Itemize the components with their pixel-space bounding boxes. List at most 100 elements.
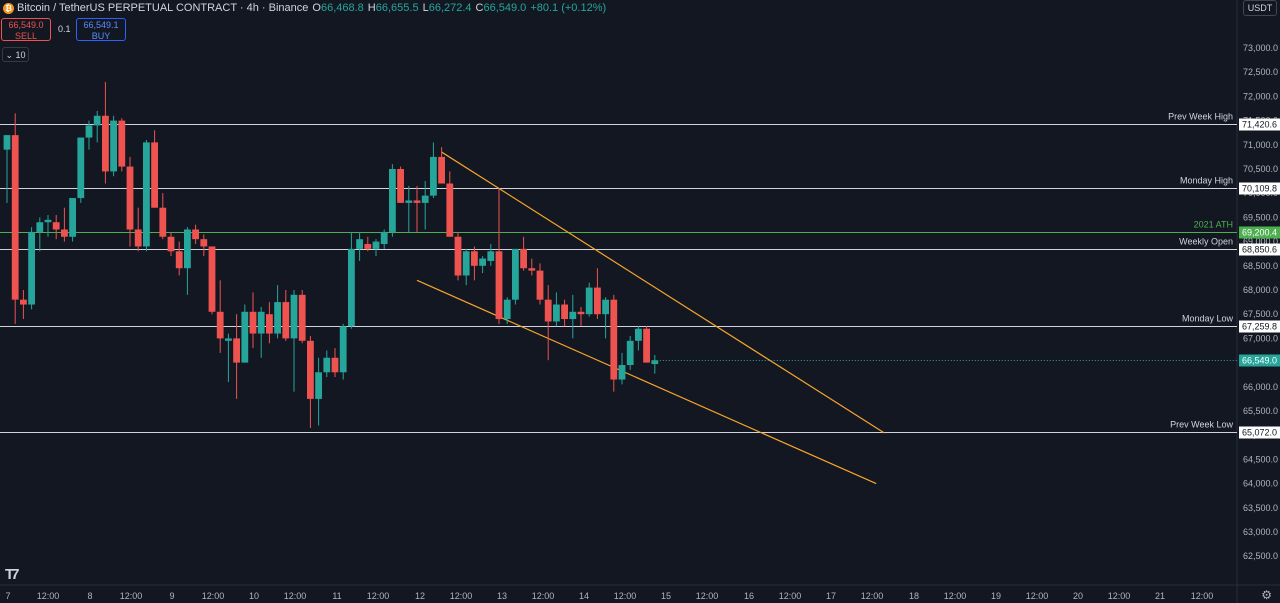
high-label: H	[367, 2, 376, 14]
candle-body	[479, 258, 486, 266]
candle-body	[348, 248, 355, 327]
time-axis-label: 12:00	[696, 591, 719, 601]
candle-body	[544, 299, 552, 322]
price-axis-label: 68,500.0	[1243, 261, 1278, 271]
time-axis-label: 19	[991, 591, 1001, 601]
price-axis-label: 71,000.0	[1243, 140, 1278, 150]
settings-gear-icon[interactable]: ⚙	[1261, 588, 1272, 602]
candle-body	[339, 326, 347, 373]
candle-body	[405, 200, 413, 203]
trendline[interactable]	[416, 279, 877, 485]
price-axis-label: 63,500.0	[1243, 503, 1278, 513]
price-axis-label: 72,000.0	[1243, 91, 1278, 101]
time-axis-label: 14	[579, 591, 589, 601]
time-axis-label: 11	[332, 591, 341, 601]
candle-body	[118, 120, 126, 167]
candle-body	[446, 183, 454, 237]
candle-body	[454, 236, 462, 276]
low-label: L	[422, 2, 429, 14]
time-axis-label: 12:00	[37, 591, 60, 601]
time-axis-label: 12:00	[532, 591, 555, 601]
open-value: 66,468.8	[320, 2, 364, 14]
price-axis-label: 69,500.0	[1243, 212, 1278, 222]
level-price-tag-text: 68,850.6	[1242, 245, 1277, 255]
candle-body	[536, 270, 544, 300]
time-axis-label: 12:00	[1191, 591, 1214, 601]
candle-body	[266, 314, 273, 334]
sell-button[interactable]: 66,549.0 SELL	[1, 18, 51, 41]
candle-body	[93, 115, 101, 126]
level-price-tag	[1239, 118, 1280, 131]
candle-body	[298, 294, 306, 341]
level-label: Monday Low	[1182, 314, 1234, 324]
level-label: 2021 ATH	[1194, 220, 1233, 230]
time-axis-label: 15	[661, 591, 671, 601]
change-value: +80.1 (+0.12%)	[530, 2, 607, 14]
price-axis-label: 70,500.0	[1243, 164, 1278, 174]
price-axis-label: 66,000.0	[1243, 382, 1278, 392]
candle-body	[233, 338, 240, 363]
candle-body	[241, 311, 249, 363]
candle-body	[3, 135, 11, 150]
time-axis-label: 12	[415, 591, 425, 601]
bitcoin-icon: ₿	[3, 2, 14, 14]
price-axis-label: 63,000.0	[1243, 527, 1278, 537]
buy-button[interactable]: 66,549.1 BUY	[76, 18, 126, 41]
candle-body	[151, 142, 158, 208]
indicator-count: 10	[15, 50, 26, 60]
candle-body	[380, 231, 388, 245]
candle-body	[438, 156, 445, 184]
trendline[interactable]	[441, 151, 885, 434]
candle-body	[11, 135, 19, 300]
candle-body	[77, 137, 85, 199]
current-price-tag-text: 66,549.0	[1242, 356, 1277, 366]
currency-button[interactable]: USDT	[1243, 0, 1277, 16]
price-axis-label: 62,500.0	[1243, 551, 1278, 561]
price-axis-label: 72,500.0	[1243, 67, 1278, 77]
candle-body	[36, 222, 44, 232]
candle-body	[364, 244, 372, 249]
candle-body	[225, 338, 232, 341]
candle-body	[307, 340, 314, 399]
candle-body	[208, 246, 216, 312]
sell-label: SELL	[14, 31, 38, 41]
candle-body	[487, 251, 495, 261]
time-axis-label: 12:00	[367, 591, 390, 601]
time-axis-label: 8	[87, 591, 92, 601]
candle-body	[528, 268, 536, 271]
candle-body	[503, 299, 511, 320]
candle-body	[274, 302, 281, 334]
level-price-tag	[1239, 182, 1280, 195]
candle-body	[143, 142, 150, 247]
level-price-tag	[1239, 426, 1280, 439]
level-price-tag	[1239, 226, 1280, 239]
candle-body	[585, 287, 593, 315]
level-label: Monday High	[1180, 176, 1233, 186]
price-axis-label: 68,000.0	[1243, 285, 1278, 295]
candle-body	[389, 169, 396, 232]
indicator-toggle[interactable]: ⌄ 10	[2, 47, 29, 62]
symbol-title[interactable]: Bitcoin / TetherUS PERPETUAL CONTRACT · …	[17, 2, 309, 14]
time-axis-label: 12:00	[1026, 591, 1049, 601]
candle-body	[512, 248, 519, 300]
candle-body	[561, 304, 568, 320]
price-axis-label: 64,000.0	[1243, 479, 1278, 489]
candle-body	[159, 207, 167, 237]
candle-body	[323, 357, 331, 373]
candle-body	[520, 248, 527, 269]
close-value: 66,549.0	[483, 2, 527, 14]
high-value: 66,655.5	[375, 2, 419, 14]
buy-label: BUY	[91, 31, 111, 41]
time-axis-label: 20	[1073, 591, 1083, 601]
candle-body	[216, 311, 224, 339]
candle-body	[372, 241, 380, 249]
price-axis-label: 69,000.0	[1243, 237, 1278, 247]
candle-body	[356, 239, 363, 249]
spread-value: 0.1	[58, 24, 71, 34]
candle-body	[594, 287, 601, 315]
level-price-tag	[1239, 320, 1280, 333]
level-label: Prev Week High	[1168, 112, 1233, 122]
candle-body	[175, 251, 183, 269]
candle-body	[126, 166, 134, 230]
